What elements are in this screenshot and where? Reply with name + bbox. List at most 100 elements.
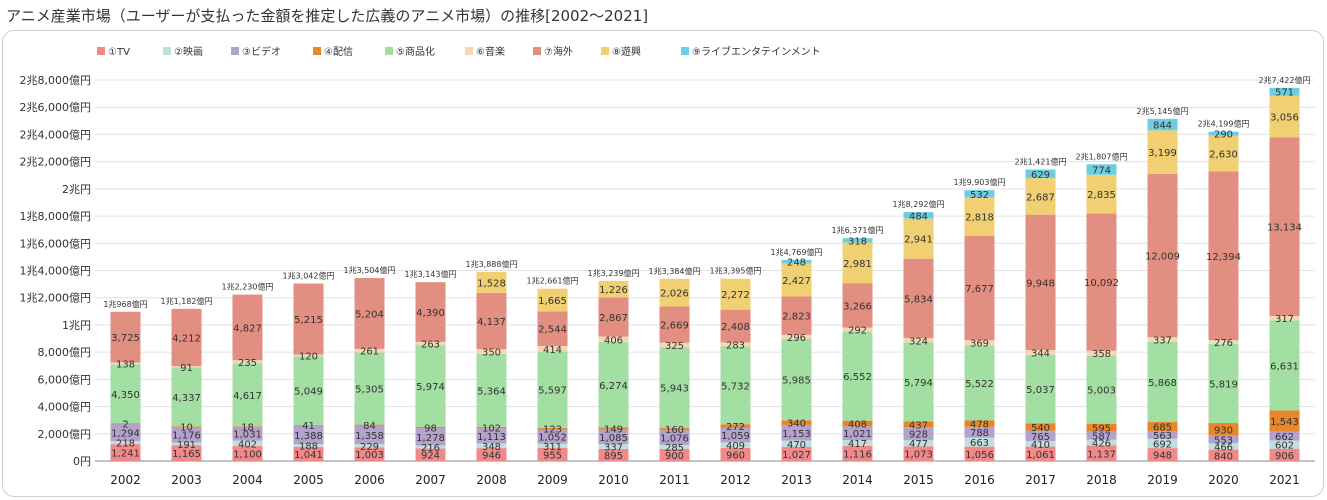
data-label: 318 xyxy=(848,236,867,247)
bar-segment xyxy=(1025,446,1056,461)
bar-segment xyxy=(354,425,385,445)
data-label: 2,427 xyxy=(782,276,811,287)
data-label: 317 xyxy=(1275,314,1294,325)
data-label: 1,041 xyxy=(294,450,323,461)
bar-segment xyxy=(781,440,812,448)
total-label: 2兆4,199億円 xyxy=(1198,119,1250,129)
data-label: 2 xyxy=(122,420,128,431)
bar-segment xyxy=(903,338,934,343)
bar-segment xyxy=(1208,343,1239,424)
bar-segment xyxy=(659,448,690,461)
bar-segment xyxy=(1208,340,1239,344)
data-label: 1,176 xyxy=(172,431,201,442)
data-label: 5,597 xyxy=(538,386,567,397)
data-label: 1,165 xyxy=(172,449,201,460)
legend-label: ⑥音楽 xyxy=(476,45,505,58)
bar-segment xyxy=(1025,350,1056,355)
bar-segment xyxy=(1269,315,1300,321)
bar-segment xyxy=(842,445,873,461)
data-label: 98 xyxy=(424,423,437,434)
bar-segment xyxy=(1147,173,1178,338)
data-label: 18 xyxy=(241,422,254,433)
bar-segment xyxy=(842,331,873,421)
y-tick-label: 1兆円 xyxy=(62,319,91,332)
bar-segment xyxy=(232,360,263,364)
bar-segment xyxy=(232,446,263,461)
data-label: 484 xyxy=(909,211,928,222)
bar-segment xyxy=(1147,448,1178,461)
bar-segment xyxy=(781,447,812,461)
bar-segment xyxy=(720,427,751,443)
x-tick-label: 2021 xyxy=(1269,473,1300,487)
data-label: 1,116 xyxy=(843,449,872,460)
bar-segment xyxy=(1086,355,1117,424)
bar-segment xyxy=(110,364,141,424)
data-label: 337 xyxy=(1153,336,1172,347)
bar-segment xyxy=(537,429,568,444)
data-label: 149 xyxy=(604,424,623,435)
data-label: 41 xyxy=(302,421,315,432)
data-label: 1,073 xyxy=(904,450,933,461)
bar-segment xyxy=(842,426,873,441)
bar-segment xyxy=(1269,320,1300,411)
data-label: 765 xyxy=(1031,432,1050,443)
data-label: 955 xyxy=(543,451,562,462)
data-label: 946 xyxy=(482,451,501,462)
data-label: 414 xyxy=(543,345,562,356)
y-axis-ticks: 0円 2,000億円 4,000億円 6,000億円 8,000億円 1兆円 1兆2,000… xyxy=(20,74,92,468)
data-label: 340 xyxy=(787,419,806,430)
data-label: 2,818 xyxy=(965,213,994,224)
legend-label: ②映画 xyxy=(174,46,203,58)
bar-segment xyxy=(1086,213,1117,351)
total-label: 1兆3,143億円 xyxy=(405,269,457,279)
data-label: 692 xyxy=(1153,439,1172,450)
y-tick-label: 2兆8,000億円 xyxy=(20,74,92,87)
bar-segment xyxy=(232,294,263,361)
data-label: 2,630 xyxy=(1209,150,1238,161)
data-label: 5,364 xyxy=(477,386,506,397)
legend-swatch xyxy=(533,47,541,55)
bar-segment xyxy=(659,430,690,445)
bar-segment xyxy=(110,311,141,363)
data-label: 311 xyxy=(543,442,562,453)
data-label: 4,212 xyxy=(172,334,201,345)
data-label: 1,076 xyxy=(660,434,689,445)
data-label: 10 xyxy=(180,422,193,433)
data-label: 235 xyxy=(238,358,257,369)
data-label: 629 xyxy=(1031,170,1050,181)
bar-segment xyxy=(415,445,446,449)
data-label: 348 xyxy=(482,442,501,453)
bar-segment xyxy=(537,345,568,352)
legend: ①TV ②映画 ③ビデオ ④配信 ⑤商品化 ⑥音楽 ⑦海外 ⑧遊興 ⑨ライブエンタテインメント xyxy=(97,45,821,58)
page-title: アニメ産業市場（ユーザーが支払った金額を推定した広義のアニメ市場）の推移[200… xyxy=(6,7,649,25)
data-label: 410 xyxy=(1031,440,1050,451)
data-label: 1,059 xyxy=(721,431,750,442)
data-label: 3,266 xyxy=(843,301,872,312)
bar-segment xyxy=(598,444,629,449)
data-label: 369 xyxy=(970,339,989,350)
data-label: 1,226 xyxy=(599,285,628,296)
y-tick-label: 1兆2,000億円 xyxy=(20,292,92,305)
total-label: 2兆7,422億円 xyxy=(1259,75,1311,85)
data-label: 540 xyxy=(1031,423,1050,434)
data-label: 4,827 xyxy=(233,323,262,334)
bar-segment xyxy=(1025,214,1056,351)
bar-segment xyxy=(903,427,934,440)
data-label: 2,823 xyxy=(782,312,811,323)
legend-swatch xyxy=(385,47,393,55)
bar-segment xyxy=(1269,95,1300,138)
data-label: 1,241 xyxy=(111,449,140,460)
x-tick-label: 2007 xyxy=(415,473,446,487)
data-label: 924 xyxy=(421,451,440,462)
bar-segment xyxy=(903,212,934,219)
bar-segment xyxy=(110,423,141,442)
data-label: 1,278 xyxy=(416,433,445,444)
bar-segment xyxy=(903,439,934,447)
data-label: 470 xyxy=(787,440,806,451)
bar-segment xyxy=(842,238,873,243)
bar-segment xyxy=(1208,423,1239,436)
bar-segment xyxy=(293,354,324,357)
bar-segment xyxy=(476,292,507,350)
data-label: 160 xyxy=(665,425,684,436)
bar-segment xyxy=(720,447,751,461)
